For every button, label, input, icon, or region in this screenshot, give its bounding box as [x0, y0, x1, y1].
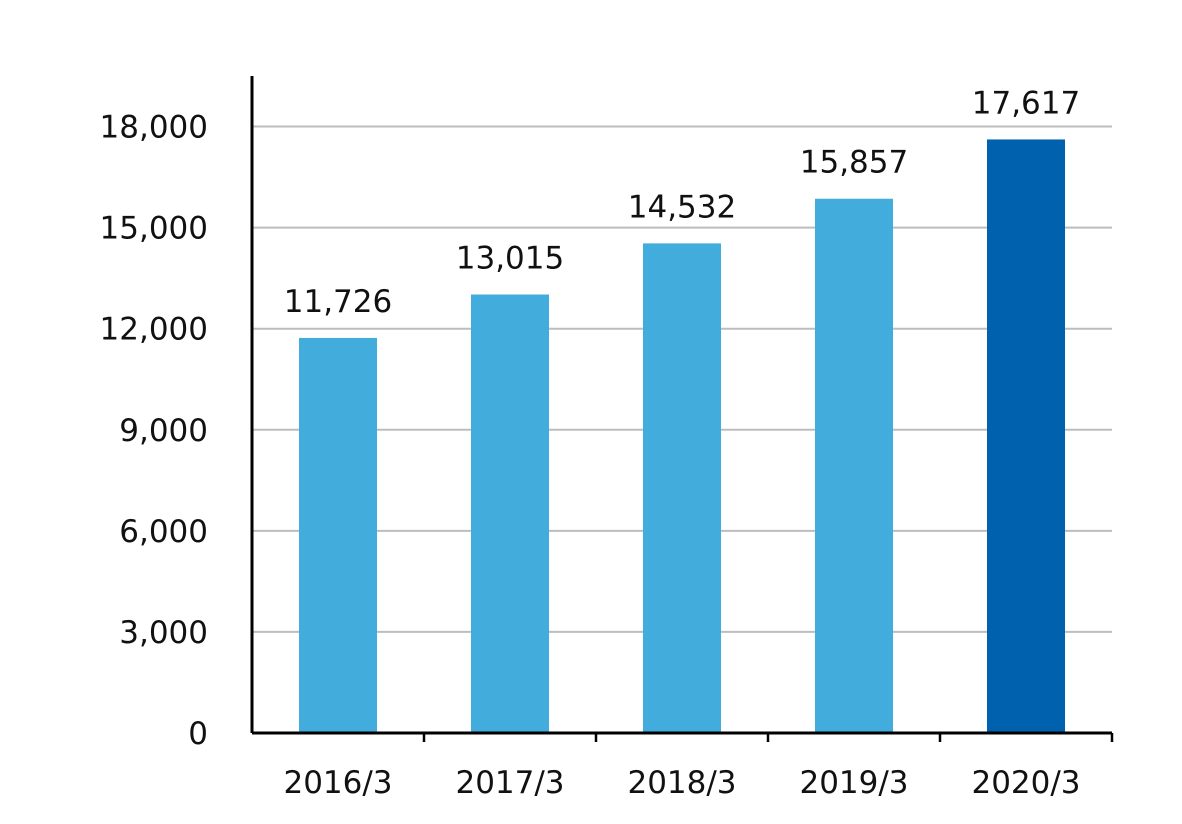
bar-value-label: 17,617 [972, 85, 1080, 121]
bar-value-labels: 11,726 13,015 14,532 15,857 17,617 [284, 85, 1080, 319]
x-category-label: 2016/3 [283, 765, 392, 801]
bar-value-label: 15,857 [800, 145, 908, 181]
y-tick-label: 6,000 [119, 514, 208, 550]
bar-value-label: 14,532 [628, 189, 736, 225]
y-tick-label: 3,000 [119, 615, 208, 651]
y-tick-labels: 0 3,000 6,000 9,000 12,000 15,000 18,000 [100, 110, 208, 752]
y-tick-label: 12,000 [100, 312, 208, 348]
y-tick-label: 9,000 [119, 413, 208, 449]
bar [987, 139, 1065, 733]
x-category-label: 2018/3 [627, 765, 736, 801]
x-category-labels: 2016/3 2017/3 2018/3 2019/3 2020/3 [283, 765, 1080, 801]
x-category-label: 2019/3 [799, 765, 908, 801]
bar-value-label: 13,015 [456, 240, 564, 276]
y-tick-label: 18,000 [100, 110, 208, 146]
axes [250, 76, 1112, 735]
bar [299, 337, 377, 733]
x-category-label: 2017/3 [455, 765, 564, 801]
x-category-label: 2020/3 [971, 765, 1080, 801]
bar [815, 198, 893, 733]
bar [471, 294, 549, 733]
bar [643, 243, 721, 734]
y-tick-label: 15,000 [100, 211, 208, 247]
bars [299, 139, 1065, 734]
bar-value-label: 11,726 [284, 284, 392, 320]
y-tick-label: 0 [188, 716, 208, 752]
